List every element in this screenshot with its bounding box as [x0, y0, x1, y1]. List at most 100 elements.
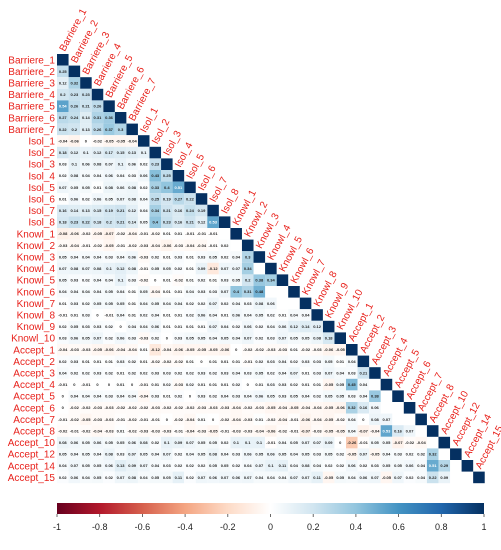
- cell-value: 0.05: [198, 336, 207, 341]
- cell-value: 0.07: [371, 475, 380, 480]
- diagonal-cell: [299, 297, 312, 310]
- matrix-cell: [114, 297, 127, 310]
- matrix-cell: [172, 390, 185, 402]
- cell-value: 0.05: [105, 301, 114, 306]
- matrix-cell: [103, 262, 115, 275]
- matrix-cell: [184, 274, 196, 286]
- cell-value: 0.05: [105, 196, 114, 201]
- cell-value: 0.05: [82, 452, 91, 457]
- matrix-cell: [403, 471, 416, 484]
- matrix-cell: [68, 286, 81, 298]
- matrix-cell: [57, 344, 69, 356]
- matrix-cell: [149, 286, 162, 298]
- matrix-cell: [230, 274, 242, 286]
- matrix-cell: [346, 425, 358, 437]
- matrix-cell: [230, 332, 242, 344]
- cell-value: 0.05: [82, 463, 91, 468]
- matrix-cell: [114, 262, 127, 275]
- diagonal-cell: [450, 448, 462, 460]
- matrix-cell: [426, 448, 439, 460]
- matrix-cell: [322, 471, 335, 484]
- cell-value: 0.03: [198, 370, 207, 375]
- matrix-cell: [68, 436, 81, 449]
- cell-value: 0.04: [221, 452, 230, 457]
- cell-value: 0.07: [221, 289, 230, 294]
- matrix-cell: [68, 204, 81, 217]
- cell-value: 0.05: [151, 301, 160, 306]
- matrix-cell: [103, 425, 115, 437]
- matrix-cell: [230, 309, 242, 321]
- matrix-cell: [299, 390, 312, 402]
- matrix-cell: [91, 297, 104, 310]
- matrix-cell: [207, 320, 219, 333]
- matrix-cell: [265, 344, 277, 356]
- matrix-cell: [172, 204, 185, 217]
- cell-value: 0.06: [82, 162, 91, 167]
- matrix-cell: [346, 355, 358, 368]
- cell-value: -0.01: [208, 243, 218, 248]
- cell-value: 0.04: [290, 312, 299, 317]
- cell-value: 0.04: [244, 394, 253, 399]
- matrix-cell: [91, 228, 104, 240]
- matrix-cell: [57, 77, 69, 89]
- cell-value: -0.03: [139, 428, 149, 433]
- matrix-cell: [288, 390, 300, 402]
- matrix-cell: [426, 471, 439, 484]
- matrix-cell: [218, 355, 231, 368]
- diagonal-cell: [207, 204, 219, 217]
- cell-value: 0.05: [209, 463, 218, 468]
- matrix-cell: [207, 460, 219, 472]
- matrix-cell: [137, 413, 150, 426]
- matrix-cell: [207, 390, 219, 402]
- matrix-cell: [149, 262, 162, 275]
- cell-value: 0.05: [325, 452, 334, 457]
- matrix-cell: [103, 402, 115, 414]
- cell-value: -0.02: [116, 405, 126, 410]
- matrix-cell: [149, 402, 162, 414]
- cell-value: 0.02: [70, 370, 79, 375]
- cell-value: -0.07: [393, 440, 403, 445]
- cell-value: 0.01: [163, 324, 172, 329]
- matrix-cell: [126, 471, 138, 484]
- matrix-cell: [57, 88, 69, 101]
- cell-value: 0.32: [70, 80, 79, 85]
- cell-value: 0.08: [94, 266, 103, 271]
- matrix-cell: [80, 135, 92, 147]
- cell-value: 0.04: [255, 475, 264, 480]
- matrix-cell: [195, 228, 208, 240]
- matrix-cell: [184, 355, 196, 368]
- cell-value: 0.02: [267, 312, 276, 317]
- row-label: Isol_5: [28, 183, 55, 194]
- cell-value: 0.02: [163, 382, 172, 387]
- cell-value: 0.11: [313, 475, 321, 480]
- matrix-cell: [241, 367, 254, 379]
- matrix-cell: [91, 390, 104, 402]
- matrix-cell: [241, 378, 254, 391]
- cell-value: -0.02: [81, 231, 91, 236]
- matrix-cell: [114, 204, 127, 217]
- matrix-cell: [68, 123, 81, 136]
- row-label: Isol_7: [28, 206, 55, 217]
- matrix-cell: [91, 216, 104, 228]
- matrix-cell: [126, 436, 138, 449]
- matrix-cell: [195, 355, 208, 368]
- matrix-cell: [369, 425, 381, 437]
- cell-value: 0.02: [59, 173, 68, 178]
- cell-value: 0.05: [140, 452, 149, 457]
- matrix-cell: [276, 367, 289, 379]
- cell-value: 0.01: [94, 359, 103, 364]
- matrix-cell: [172, 367, 185, 379]
- matrix-cell: [57, 112, 69, 124]
- row-label: Barriere_3: [8, 79, 55, 90]
- cell-value: 0.04: [94, 394, 103, 399]
- cell-value: 0.05: [290, 394, 299, 399]
- cell-value: 0.03: [209, 289, 218, 294]
- matrix-cell: [195, 262, 208, 275]
- matrix-cell: [334, 390, 346, 402]
- matrix-cell: [161, 228, 173, 240]
- matrix-cell: [241, 471, 254, 484]
- cell-value: 0.01: [221, 359, 230, 364]
- diagonal-cell: [346, 344, 358, 356]
- cell-value: -0.12: [208, 266, 218, 271]
- cell-value: 0.05: [232, 278, 241, 283]
